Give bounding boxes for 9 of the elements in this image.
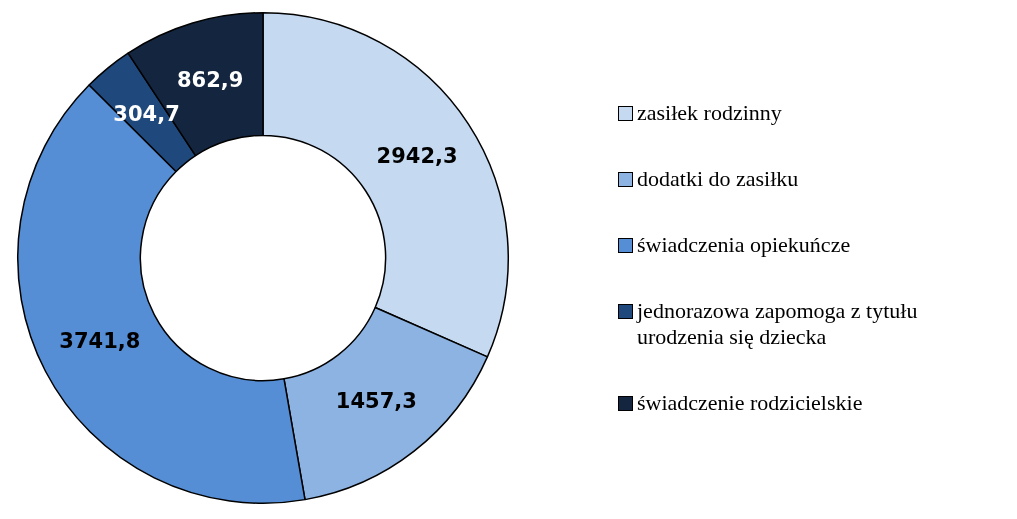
data-label: 2942,3 <box>376 143 458 168</box>
legend-label: jednorazowa zapomoga z tytułu urodzenia się dziecka <box>637 298 919 350</box>
data-label: 862,9 <box>176 68 244 93</box>
data-label: 3741,8 <box>59 329 141 354</box>
legend-label: dodatki do zasiłku <box>637 166 799 192</box>
legend-label: świadczenie rodzicielskie <box>637 390 863 416</box>
legend-label: świadczenia opiekuńcze <box>637 232 851 258</box>
legend-label: zasiłek rodzinny <box>637 100 782 126</box>
data-label: 1457,3 <box>335 389 417 414</box>
